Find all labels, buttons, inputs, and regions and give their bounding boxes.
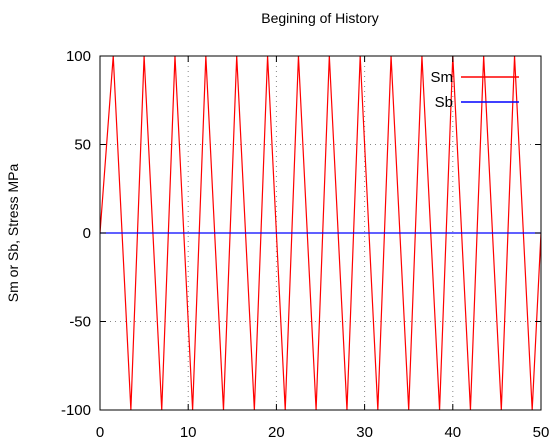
legend-label-sm: Sm [431, 69, 454, 86]
y-tick-label: -50 [69, 314, 91, 331]
legend-label-sb: Sb [435, 94, 453, 111]
x-tick-label: 40 [444, 424, 461, 441]
chart-title: Begining of History [261, 10, 379, 26]
y-axis-label: Sm or Sb, Stress MPa [5, 164, 21, 303]
y-tick-label: 50 [74, 137, 91, 154]
x-tick-label: 30 [356, 424, 373, 441]
legend: Sm Sb [431, 69, 519, 111]
x-tick-label: 0 [96, 424, 104, 441]
grid-lines [100, 56, 541, 410]
axis-tick-labels: 0 10 20 30 40 50 100 50 0 -50 -100 [61, 48, 549, 441]
x-tick-label: 50 [533, 424, 550, 441]
plot-series [100, 56, 541, 410]
axis-ticks [99, 55, 542, 411]
y-tick-label: -100 [61, 402, 91, 419]
y-tick-label: 100 [66, 48, 91, 65]
x-tick-label: 20 [268, 424, 285, 441]
x-tick-label: 10 [180, 424, 197, 441]
y-tick-label: 0 [83, 225, 91, 242]
